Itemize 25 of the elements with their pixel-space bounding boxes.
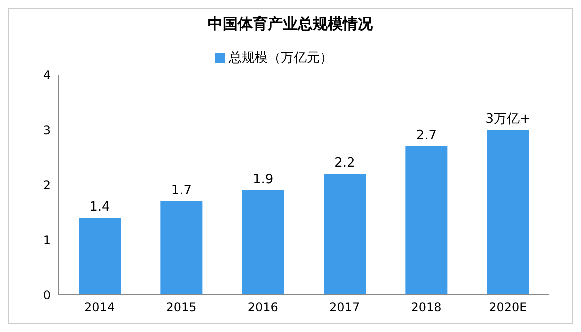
bar (242, 190, 284, 295)
bar (324, 174, 366, 295)
bar (160, 202, 203, 295)
x-tick-label: 2016 (248, 300, 278, 315)
y-tick-label: 4 (43, 68, 51, 82)
bar (79, 218, 121, 295)
y-tick-label: 3 (43, 123, 51, 138)
bar (406, 146, 448, 295)
y-tick-label: 0 (43, 288, 51, 302)
x-tick-label: 2020E (489, 300, 528, 315)
y-tick-label: 1 (43, 233, 51, 248)
bar (487, 130, 530, 295)
data-label: 1.4 (90, 200, 110, 215)
legend-label: 总规模（万亿元） (229, 51, 333, 66)
x-tick-label: 2015 (166, 300, 197, 315)
y-tick-label: 2 (43, 178, 51, 192)
x-tick-label: 2017 (330, 300, 360, 315)
x-tick-label: 2014 (84, 300, 116, 315)
chart-title: 中国体育产业总规模情况 (207, 14, 374, 35)
x-tick-label: 2018 (411, 300, 442, 315)
data-label: 2.7 (416, 128, 438, 144)
data-label: 1.7 (171, 184, 192, 198)
data-label: 3万亿+ (486, 112, 531, 127)
data-label: 2.2 (334, 156, 356, 171)
data-label: 1.9 (252, 172, 274, 188)
